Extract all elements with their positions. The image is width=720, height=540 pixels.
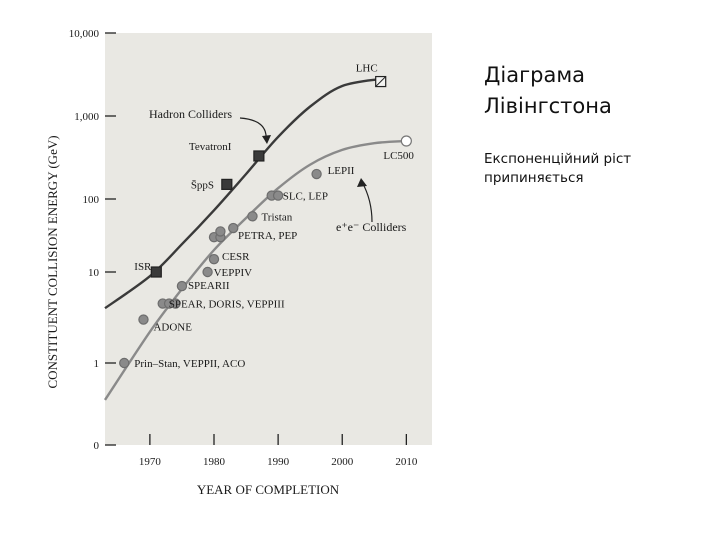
hadron-point-cross bbox=[375, 76, 387, 87]
y-tick-label: 1,000 bbox=[74, 111, 99, 123]
x-tick-label: 2000 bbox=[331, 456, 354, 468]
ee-point bbox=[272, 190, 284, 201]
annotation-hadron-colliders: Hadron Colliders bbox=[149, 107, 232, 121]
x-axis-title: YEAR OF COMPLETION bbox=[197, 482, 340, 497]
point-label: Tristan bbox=[261, 211, 292, 223]
trend-line-ee bbox=[104, 139, 407, 401]
ee-point bbox=[228, 222, 239, 234]
arrow-hadron-head bbox=[262, 135, 271, 144]
x-tick-label: 1990 bbox=[267, 456, 290, 468]
x-tick-label: 1970 bbox=[139, 456, 162, 468]
point-label: LHC bbox=[356, 63, 378, 75]
annotation-ee-colliders: e⁺e⁻ Colliders bbox=[336, 220, 407, 234]
y-axis-title: CONSTITUENT COLLISION ENERGY (GeV) bbox=[45, 135, 60, 388]
point-label: CESR bbox=[222, 251, 250, 263]
ee-point bbox=[311, 168, 322, 180]
y-tick-label: 10,000 bbox=[69, 28, 100, 40]
ee-point bbox=[202, 266, 213, 278]
y-tick-label: 100 bbox=[83, 194, 100, 206]
point-label: ADONE bbox=[153, 322, 192, 334]
point-label: SPEAR, DORIS, VEPPIII bbox=[169, 299, 285, 311]
x-tick-label: 1980 bbox=[203, 456, 226, 468]
hadron-point bbox=[221, 178, 233, 190]
point-label: LC500 bbox=[383, 150, 414, 162]
point-label: PETRA, PEP bbox=[238, 230, 297, 242]
slide-title: Діаграма Лівінгстона bbox=[484, 63, 612, 118]
slide-subtitle: Експоненційний ріст припиняється bbox=[484, 151, 632, 186]
point-label: SPEARII bbox=[188, 280, 230, 292]
point-label: VEPPIV bbox=[214, 267, 253, 279]
y-tick-label: 10 bbox=[88, 267, 100, 279]
ee-point bbox=[208, 253, 220, 265]
point-label: SLC, LEP bbox=[283, 191, 328, 203]
ee-point bbox=[119, 357, 130, 369]
hadron-point bbox=[253, 150, 265, 162]
ee-point bbox=[247, 211, 258, 222]
point-label: ISR bbox=[134, 261, 152, 273]
ee-point bbox=[138, 314, 149, 325]
ee-point bbox=[400, 135, 412, 147]
ee-point bbox=[215, 226, 226, 237]
ee-point bbox=[176, 280, 188, 292]
plot-background bbox=[105, 33, 432, 445]
point-label: TevatronI bbox=[189, 141, 232, 153]
y-tick-label: 0 bbox=[94, 440, 100, 452]
point-label: Prin–Stan, VEPPII, ACO bbox=[134, 358, 245, 370]
point-label: LEPII bbox=[328, 165, 355, 177]
ee-point bbox=[170, 298, 181, 309]
arrow-ee-head bbox=[357, 178, 367, 187]
point-label: S̄ppS bbox=[191, 179, 214, 191]
hadron-point bbox=[150, 266, 162, 278]
x-tick-label: 2010 bbox=[395, 456, 418, 468]
y-tick-label: 1 bbox=[94, 358, 100, 370]
